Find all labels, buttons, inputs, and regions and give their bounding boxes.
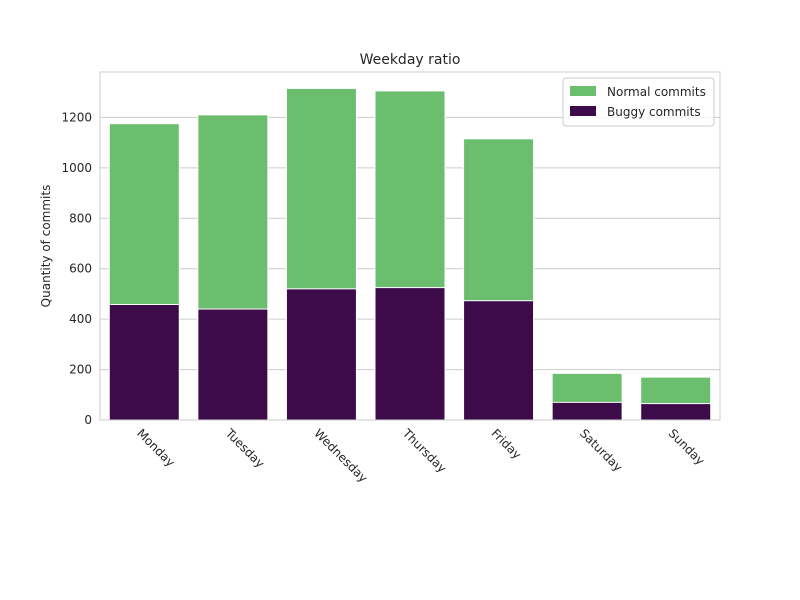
legend-label-buggy: Buggy commits (607, 105, 701, 119)
y-tick-label: 800 (69, 211, 92, 225)
bar-buggy-wednesday (285, 288, 357, 421)
y-tick-label: 0 (84, 413, 92, 427)
y-tick-label: 1000 (61, 161, 92, 175)
x-tick-label: Friday (488, 426, 524, 462)
x-tick-label: Saturday (577, 426, 625, 474)
legend-swatch-normal (570, 86, 596, 96)
plot-frame (99, 71, 721, 421)
buggy-commits-series (108, 287, 712, 421)
y-tick-label: 200 (69, 363, 92, 377)
bar-buggy-tuesday (197, 308, 269, 421)
x-tick-label: Monday (134, 426, 177, 469)
legend-box (562, 77, 715, 127)
bar-buggy-monday (108, 304, 180, 421)
y-tick-label: 400 (69, 312, 92, 326)
x-tick-label: Thursday (399, 426, 449, 476)
x-tick-label: Sunday (666, 426, 708, 468)
x-tick-label: Wednesday (311, 426, 370, 485)
legend: Normal commits Buggy commits (562, 77, 715, 127)
legend-swatch-buggy (570, 106, 596, 116)
y-axis-title: Quantity of commits (39, 185, 53, 308)
bar-buggy-thursday (374, 287, 446, 421)
y-tick-label: 600 (69, 262, 92, 276)
bar-buggy-friday (463, 300, 535, 421)
legend-label-normal: Normal commits (607, 85, 706, 99)
chart-title: Weekday ratio (360, 52, 461, 68)
x-tick-labels: Monday Tuesday Wednesday Thursday Friday Satu… (134, 426, 707, 486)
y-tick-label: 1200 (61, 110, 92, 124)
y-tick-labels: 0 200 400 600 800 1000 1200 (61, 110, 92, 427)
bar-buggy-sunday (640, 403, 712, 421)
bar-buggy-saturday (551, 401, 623, 421)
x-tick-label: Tuesday (222, 426, 267, 471)
